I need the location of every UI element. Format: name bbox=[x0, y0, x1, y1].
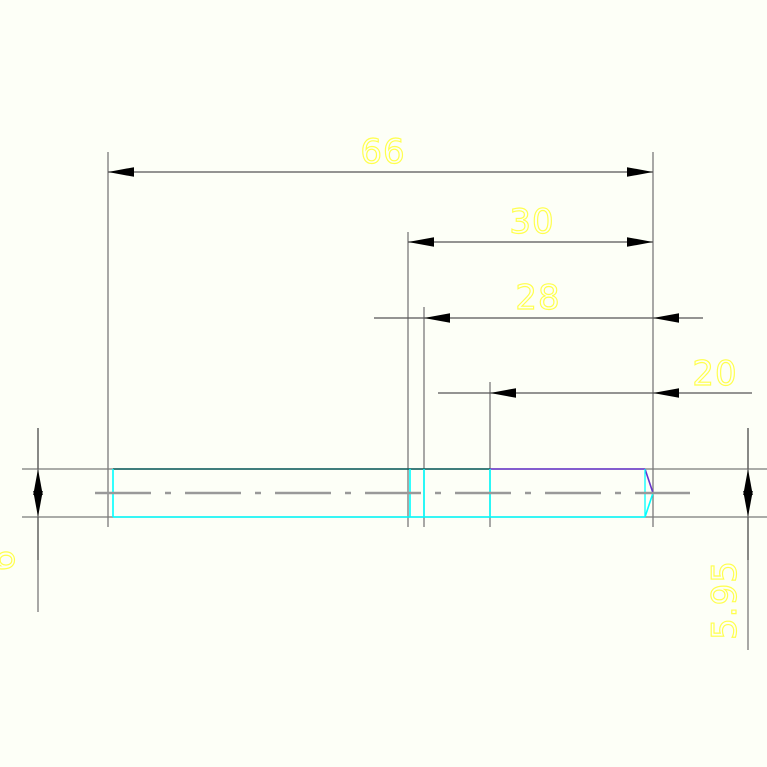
dimension-label-30: 30 bbox=[509, 202, 554, 242]
shaft-taper-lower bbox=[644, 492, 654, 518]
dimension-label-20: 20 bbox=[692, 354, 737, 394]
dimension-label-28: 28 bbox=[515, 278, 560, 318]
dimension-label-5-95: 5.95 bbox=[705, 560, 745, 640]
dimension-66[interactable]: 66 bbox=[108, 131, 653, 177]
shaft-taper-upper bbox=[644, 468, 654, 494]
dimension-label-66: 66 bbox=[360, 132, 405, 172]
dimension-20[interactable]: 20 bbox=[438, 353, 752, 398]
dimension-30[interactable]: 30 bbox=[408, 201, 653, 247]
part-shaft-outline[interactable] bbox=[112, 468, 654, 518]
dimension-28[interactable]: 28 bbox=[374, 277, 703, 323]
dimension-label-6: 6 bbox=[0, 549, 23, 572]
dimension-5-95[interactable]: 5.95 bbox=[704, 428, 753, 640]
dimension-6[interactable]: 6 bbox=[0, 428, 43, 572]
